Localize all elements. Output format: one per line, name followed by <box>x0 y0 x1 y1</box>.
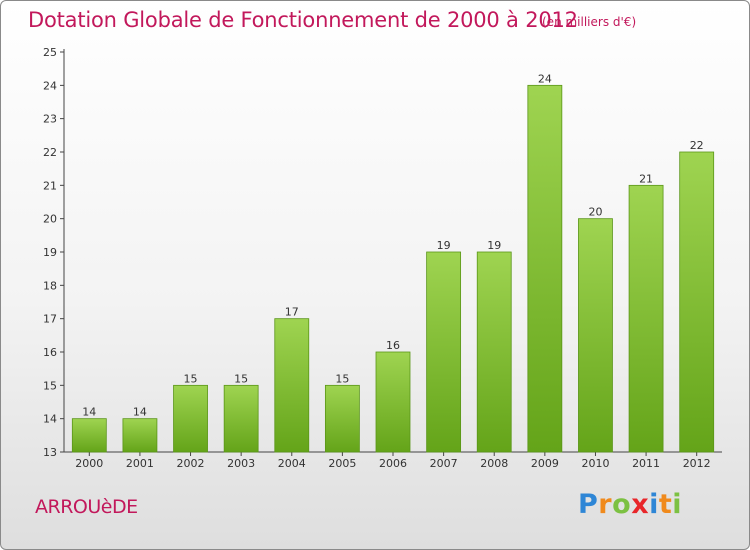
y-tick-label: 14 <box>43 413 57 426</box>
y-tick-label: 15 <box>43 379 57 392</box>
chart-title: Dotation Globale de Fonctionnement de 20… <box>28 8 578 32</box>
bar <box>223 384 259 453</box>
logo-letter: t <box>658 489 673 520</box>
x-tick-label: 2000 <box>75 457 103 470</box>
x-tick-label: 2005 <box>328 457 356 470</box>
x-tick-label: 2012 <box>683 457 711 470</box>
bar <box>679 151 715 453</box>
bar-value-label: 21 <box>639 172 653 185</box>
logo-letter: P <box>578 489 599 520</box>
bar-value-label: 22 <box>690 139 704 152</box>
bar-value-label: 19 <box>437 239 451 252</box>
bar-value-label: 15 <box>234 372 248 385</box>
logo-letter: o <box>612 489 632 520</box>
x-tick-label: 2007 <box>430 457 458 470</box>
bar-value-label: 19 <box>487 239 501 252</box>
commune-name: ARROUèDE <box>35 496 138 518</box>
y-tick-label: 17 <box>43 313 57 326</box>
bar <box>324 384 360 453</box>
y-tick-label: 13 <box>43 446 57 459</box>
bar-value-label: 14 <box>82 406 96 419</box>
y-tick-label: 24 <box>43 79 57 92</box>
x-tick-label: 2011 <box>632 457 660 470</box>
proxiti-logo[interactable]: Proxiti <box>578 489 682 520</box>
bar <box>71 418 107 453</box>
bar <box>426 251 462 453</box>
bar <box>578 218 613 453</box>
logo-letter: r <box>598 489 613 520</box>
x-tick-label: 2001 <box>126 457 154 470</box>
x-tick-label: 2008 <box>480 457 508 470</box>
x-tick-label: 2010 <box>581 457 609 470</box>
y-tick-label: 21 <box>43 179 57 192</box>
bar-value-label: 14 <box>133 406 147 419</box>
chart-subtitle: (en milliers d'€) <box>542 15 637 29</box>
bar-value-label: 24 <box>538 72 552 85</box>
y-tick-label: 19 <box>43 246 57 259</box>
bar-value-label: 17 <box>285 306 299 319</box>
bar <box>527 84 563 453</box>
bar-value-label: 15 <box>184 372 198 385</box>
bar <box>274 318 310 453</box>
logo-letter: i <box>672 489 683 520</box>
x-tick-label: 2009 <box>531 457 559 470</box>
x-tick-label: 2006 <box>379 457 407 470</box>
logo-letter: x <box>631 489 650 520</box>
y-tick-label: 22 <box>43 146 57 159</box>
bar <box>476 251 512 453</box>
logo-letter: i <box>649 489 659 520</box>
bar-value-label: 20 <box>588 206 602 219</box>
bar <box>173 384 208 453</box>
y-tick-label: 18 <box>43 279 57 292</box>
y-tick-label: 20 <box>43 213 57 226</box>
x-tick-label: 2002 <box>177 457 205 470</box>
y-tick-label: 23 <box>43 113 57 126</box>
y-tick-label: 25 <box>43 46 57 59</box>
x-tick-label: 2003 <box>227 457 255 470</box>
bar-value-label: 16 <box>386 339 400 352</box>
x-tick-label: 2004 <box>278 457 306 470</box>
bar <box>122 418 158 453</box>
bar <box>628 184 664 453</box>
y-tick-label: 16 <box>43 346 57 359</box>
bar-value-label: 15 <box>335 372 349 385</box>
bar <box>375 351 411 453</box>
